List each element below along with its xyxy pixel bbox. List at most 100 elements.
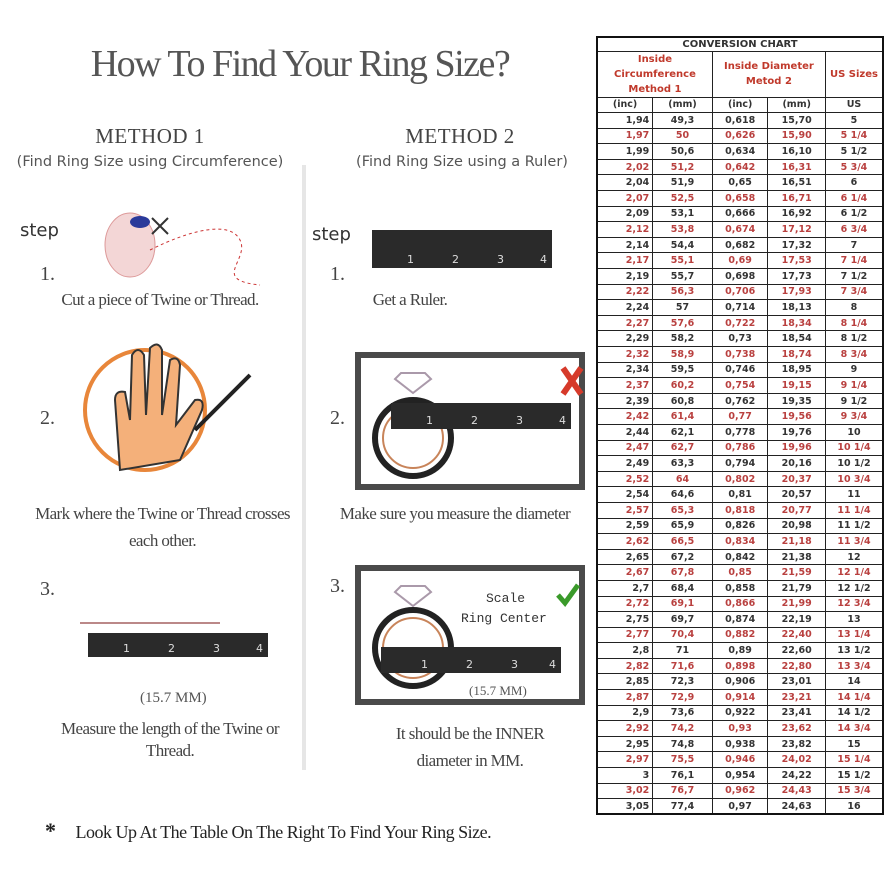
twine-line bbox=[80, 622, 220, 624]
table-row: 2,27 57,6 0,722 18,34 8 1/4 bbox=[596, 314, 884, 332]
table-cell: 74,2 bbox=[652, 720, 713, 737]
step-text: Mark where the Twine or Thread crosses e… bbox=[35, 504, 290, 550]
table-cell: 15 1/4 bbox=[824, 751, 884, 769]
method2-subtitle: (Find Ring Size using a Ruler) bbox=[356, 154, 568, 170]
table-cell: 7 1/4 bbox=[824, 252, 884, 270]
table-cell: 0,882 bbox=[711, 626, 769, 644]
table-cell: 15 1/2 bbox=[824, 767, 884, 784]
ruler-label: 2 bbox=[471, 414, 478, 427]
table-cell: 2,17 bbox=[596, 252, 654, 270]
table-cell: 10 1/2 bbox=[824, 455, 884, 472]
table-cell: 19,35 bbox=[767, 392, 826, 410]
table-cell: 0,634 bbox=[711, 143, 769, 160]
table-cell: 2,29 bbox=[596, 330, 654, 347]
table-cell: 74,8 bbox=[652, 735, 713, 753]
table-cell: 69,1 bbox=[652, 595, 713, 613]
table-cell: 0,866 bbox=[711, 595, 769, 613]
table-cell: 2,52 bbox=[596, 470, 654, 488]
table-row: 2,57 65,3 0,818 20,77 11 1/4 bbox=[596, 501, 884, 519]
ring-center-label: Ring Center bbox=[461, 611, 547, 626]
table-row: 3,02 76,7 0,962 24,43 15 3/4 bbox=[596, 782, 884, 800]
step-text: Measure the length of the Twine or Threa… bbox=[61, 719, 280, 760]
header-circumference: Inside Circumference Method 1 bbox=[596, 50, 713, 98]
table-row: 2,04 51,9 0,65 16,51 6 bbox=[596, 174, 884, 192]
table-cell: 0,802 bbox=[711, 470, 769, 488]
table-cell: 0,754 bbox=[711, 377, 769, 394]
table-cell: 16,51 bbox=[767, 174, 826, 192]
table-cell: 2,85 bbox=[596, 673, 654, 691]
method1-heading: METHOD 1 bbox=[95, 124, 205, 148]
table-cell: 70,4 bbox=[652, 626, 713, 644]
ruler-label: 3 bbox=[497, 253, 504, 266]
table-row: 2,62 66,5 0,834 21,18 11 3/4 bbox=[596, 533, 884, 550]
table-cell: 23,41 bbox=[767, 704, 826, 722]
table-cell: 2,9 bbox=[596, 704, 654, 722]
table-cell: 62,1 bbox=[652, 423, 713, 441]
table-cell: 14 3/4 bbox=[824, 720, 884, 737]
ruler-label: 1 bbox=[421, 658, 428, 671]
table-cell: 0,906 bbox=[711, 673, 769, 691]
table-cell: 13 1/4 bbox=[824, 626, 884, 644]
table-row: 2,65 67,2 0,842 21,38 12 bbox=[596, 548, 884, 566]
table-cell: 10 3/4 bbox=[824, 470, 884, 488]
cross-icon bbox=[560, 366, 584, 396]
table-cell: 2,42 bbox=[596, 408, 654, 425]
table-row: 2,87 72,9 0,914 23,21 14 1/4 bbox=[596, 689, 884, 706]
table-cell: 0,698 bbox=[711, 268, 769, 285]
table-cell: 24,22 bbox=[767, 767, 826, 784]
table-row: 2,7 68,4 0,858 21,79 12 1/2 bbox=[596, 579, 884, 597]
table-cell: 68,4 bbox=[652, 579, 713, 597]
table-cell: 58,2 bbox=[652, 330, 713, 347]
table-cell: 3,05 bbox=[596, 798, 654, 815]
table-cell: 65,3 bbox=[652, 501, 713, 519]
table-cell: 53,8 bbox=[652, 221, 713, 238]
table-cell: 7 1/2 bbox=[824, 268, 884, 285]
header-us-sizes: US Sizes bbox=[824, 50, 884, 98]
table-cell: 2,59 bbox=[596, 517, 654, 535]
table-cell: 2,39 bbox=[596, 392, 654, 410]
table-cell: 2,24 bbox=[596, 299, 654, 316]
table-cell: 13 bbox=[824, 611, 884, 628]
table-cell: 15 bbox=[824, 735, 884, 753]
table-cell: 0,826 bbox=[711, 517, 769, 535]
table-cell: 3,02 bbox=[596, 782, 654, 800]
table-row: 2,8 71 0,89 22,60 13 1/2 bbox=[596, 642, 884, 659]
table-cell: 8 3/4 bbox=[824, 346, 884, 363]
table-cell: 18,95 bbox=[767, 361, 826, 379]
table-row: 2,85 72,3 0,906 23,01 14 bbox=[596, 673, 884, 691]
table-row: 2,75 69,7 0,874 22,19 13 bbox=[596, 611, 884, 628]
table-cell: 0,666 bbox=[711, 205, 769, 223]
table-cell: 18,13 bbox=[767, 299, 826, 316]
table-cell: 20,77 bbox=[767, 501, 826, 519]
table-cell: 0,834 bbox=[711, 533, 769, 550]
table-cell: 2,37 bbox=[596, 377, 654, 394]
table-cell: 65,9 bbox=[652, 517, 713, 535]
table-cell: 56,3 bbox=[652, 283, 713, 301]
ruler-label: 1 bbox=[407, 253, 414, 266]
table-cell: 6 1/4 bbox=[824, 190, 884, 207]
table-cell: 1,94 bbox=[596, 112, 654, 129]
table-cell: 0,898 bbox=[711, 657, 769, 675]
table-cell: 5 3/4 bbox=[824, 158, 884, 176]
table-cell: 24,43 bbox=[767, 782, 826, 800]
table-row: 2,47 62,7 0,786 19,96 10 1/4 bbox=[596, 439, 884, 457]
footnote: * Look Up At The Table On The Right To Fi… bbox=[45, 818, 492, 844]
table-cell: 0,81 bbox=[711, 486, 769, 503]
table-cell: 7 bbox=[824, 236, 884, 254]
table-row: 2,44 62,1 0,778 19,76 10 bbox=[596, 423, 884, 441]
table-cell: 0,762 bbox=[711, 392, 769, 410]
ruler: 1 2 3 4 bbox=[381, 647, 561, 673]
table-cell: 19,76 bbox=[767, 423, 826, 441]
table-cell: 23,82 bbox=[767, 735, 826, 753]
table-row: 1,94 49,3 0,618 15,70 5 bbox=[596, 112, 884, 129]
table-cell: 24,02 bbox=[767, 751, 826, 769]
table-row: 2,67 67,8 0,85 21,59 12 1/4 bbox=[596, 564, 884, 581]
table-row: 3,05 77,4 0,97 24,63 16 bbox=[596, 798, 884, 815]
table-cell: 77,4 bbox=[652, 798, 713, 815]
table-cell: 23,01 bbox=[767, 673, 826, 691]
footnote-text: Look Up At The Table On The Right To Fin… bbox=[75, 822, 492, 842]
table-cell: 0,642 bbox=[711, 158, 769, 176]
table-cell: 21,38 bbox=[767, 548, 826, 566]
table-cell: 2,7 bbox=[596, 579, 654, 597]
table-cell: 6 bbox=[824, 174, 884, 192]
